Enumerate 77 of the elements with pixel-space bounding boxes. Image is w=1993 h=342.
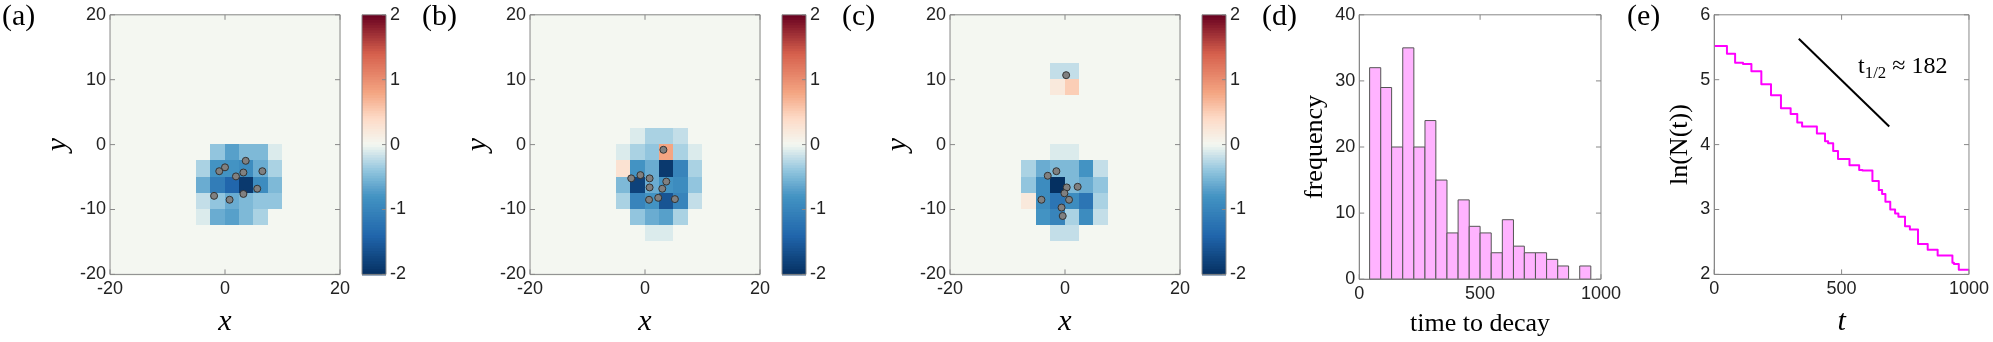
color-bar-label: 2 xyxy=(390,3,401,24)
color-bar-label: 1 xyxy=(1230,68,1241,89)
chart-title: (b) xyxy=(422,0,457,32)
x-tick-label: 500 xyxy=(1465,282,1496,303)
point xyxy=(627,174,636,183)
x-tick-label: 0 xyxy=(220,278,231,299)
y-tick-label: 20 xyxy=(85,3,107,24)
point xyxy=(1060,189,1069,198)
y-tick-label: 0 xyxy=(516,133,527,154)
color-bar-label: 0 xyxy=(1230,133,1241,154)
chart-title: (a) xyxy=(2,0,36,32)
x-tick-label: 20 xyxy=(749,278,771,299)
point xyxy=(241,156,250,165)
color-bar-label: 1 xyxy=(390,68,401,89)
point xyxy=(1062,71,1071,80)
point xyxy=(210,191,219,200)
point xyxy=(231,172,240,181)
y-tick-label: -10 xyxy=(920,198,947,219)
x-tick-label: 500 xyxy=(1826,278,1857,299)
color-bar-label: 1 xyxy=(810,68,821,89)
x-axis-title: t xyxy=(1837,302,1847,336)
color-bar-label: -2 xyxy=(810,263,827,284)
point xyxy=(670,195,679,204)
color-bar-label: -2 xyxy=(390,263,407,284)
y-tick-label: -10 xyxy=(80,198,107,219)
color-bar-label: -1 xyxy=(810,198,827,219)
chart-title: (c) xyxy=(842,0,876,32)
y-tick-label: 0 xyxy=(96,133,107,154)
color-bar-label: 2 xyxy=(1230,3,1241,24)
chart-title: (d) xyxy=(1262,0,1297,32)
color-bar-label: -2 xyxy=(1230,263,1247,284)
y-tick-label: -10 xyxy=(500,198,527,219)
y-axis-title: y xyxy=(878,137,912,155)
y-axis-title: y xyxy=(458,137,492,155)
x-axis-title: x xyxy=(1057,302,1073,336)
color-bar-label: -1 xyxy=(1230,198,1247,219)
point xyxy=(1057,203,1066,212)
y-tick-label: 10 xyxy=(505,68,527,89)
y-tick-label: 20 xyxy=(925,3,947,24)
x-tick-label: 0 xyxy=(1060,278,1071,299)
y-axis-title: ln(N(t)) xyxy=(1664,104,1694,186)
chart-title: (e) xyxy=(1627,0,1661,32)
x-tick-label: 1000 xyxy=(1580,282,1621,303)
y-tick-label: 3 xyxy=(1700,198,1711,219)
point xyxy=(221,163,230,172)
y-tick-label: 20 xyxy=(505,3,527,24)
x-axis-title: time to decay xyxy=(1410,308,1551,338)
y-tick-label: 6 xyxy=(1700,3,1711,24)
point xyxy=(1043,171,1052,180)
y-tick-label: 4 xyxy=(1700,133,1711,154)
y-axis-title: y xyxy=(38,137,72,155)
y-tick-label: 40 xyxy=(1335,3,1356,24)
color-bar-label: 2 xyxy=(810,3,821,24)
x-axis-title: x xyxy=(217,302,233,336)
x-axis-title: x xyxy=(637,302,653,336)
x-tick-label: 0 xyxy=(640,278,651,299)
point xyxy=(654,193,663,202)
color-bar-label: 0 xyxy=(390,133,401,154)
point xyxy=(1058,211,1067,220)
y-tick-label: 20 xyxy=(1335,135,1356,156)
x-tick-label: 20 xyxy=(329,278,351,299)
point xyxy=(645,174,654,183)
color-bar-label: 0 xyxy=(810,133,821,154)
y-tick-label: 10 xyxy=(85,68,107,89)
point xyxy=(239,189,248,198)
y-tick-label: 10 xyxy=(1335,202,1356,223)
y-tick-label: 5 xyxy=(1700,68,1711,89)
y-tick-label: 2 xyxy=(1700,263,1711,284)
x-tick-label: 1000 xyxy=(1948,278,1989,299)
y-tick-label: 10 xyxy=(925,68,947,89)
point xyxy=(636,171,645,180)
y-tick-label: 30 xyxy=(1335,69,1356,90)
color-bar-label: -1 xyxy=(390,198,407,219)
x-tick-label: 20 xyxy=(1169,278,1191,299)
point xyxy=(1073,182,1082,191)
y-tick-label: 0 xyxy=(936,133,947,154)
y-axis-title: frequency xyxy=(1299,95,1329,199)
